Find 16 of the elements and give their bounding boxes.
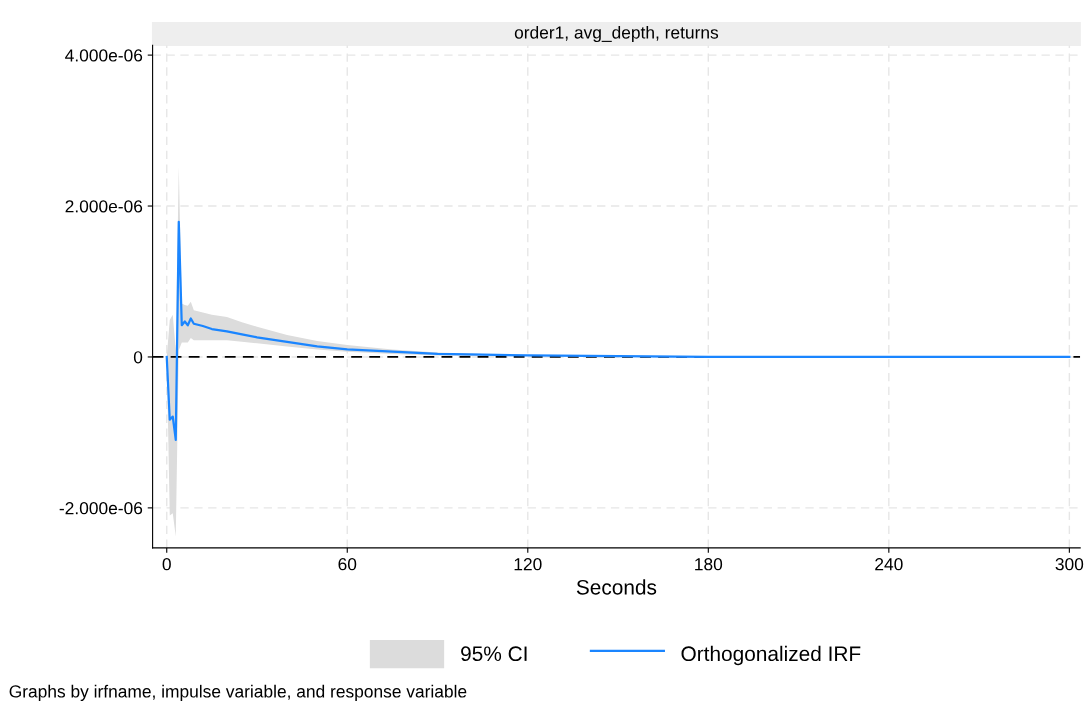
- x-tick-label: 300: [1055, 558, 1084, 571]
- y-tick-label: 4.000e-06: [65, 49, 143, 62]
- chart-title: order1, avg_depth, returns: [514, 25, 719, 43]
- line-series: [165, 220, 1071, 442]
- y-tick-label: 0: [133, 351, 143, 364]
- y-tick-label: -2.000e-06: [59, 502, 143, 515]
- x-axis-title: Seconds: [576, 579, 657, 595]
- legend-label: Orthogonalized IRF: [681, 645, 861, 666]
- x-tick-label: 120: [514, 558, 542, 571]
- x-tick-label: 240: [875, 558, 903, 571]
- x-tick-label: 60: [338, 558, 357, 571]
- x-tick-label: 0: [162, 558, 171, 571]
- text: Graphs by irfname, impulse variable, and response variable: [9, 684, 467, 702]
- y-tick-label: 2.000e-06: [65, 200, 143, 213]
- text: 95% CI: [461, 646, 527, 662]
- x-tick-label: 180: [695, 558, 723, 571]
